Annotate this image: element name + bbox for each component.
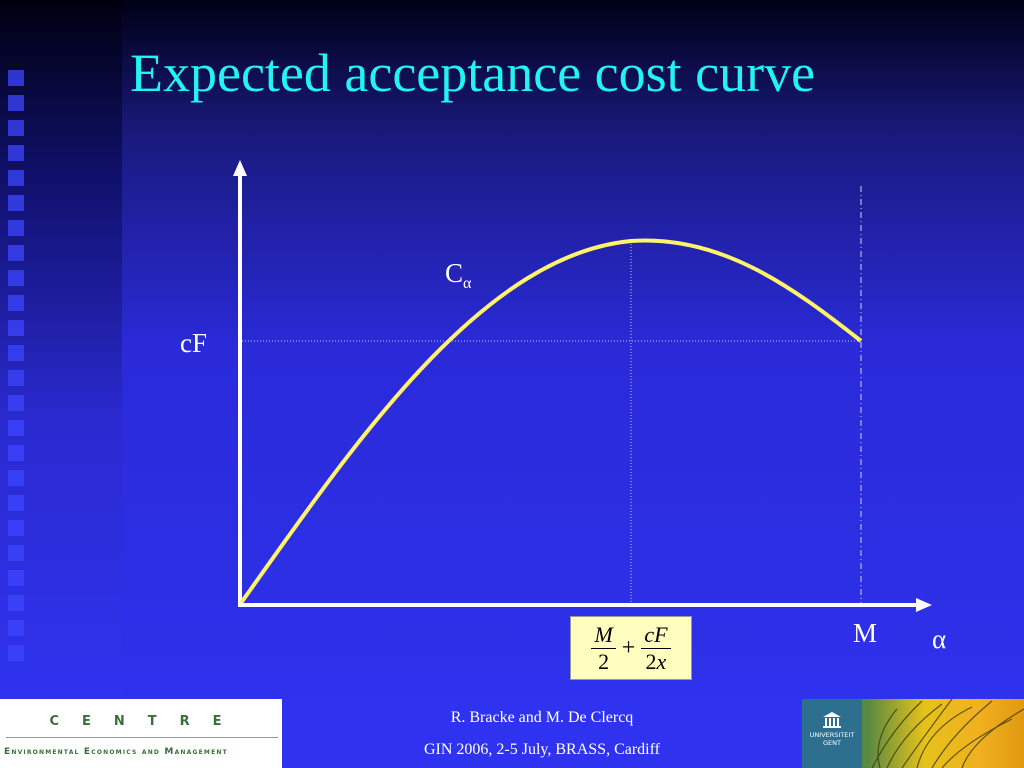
peak-formula-box: M 2 + cF 2x — [570, 616, 692, 680]
fraction-2-denominator: 2x — [646, 649, 667, 675]
x-axis-arrowhead — [916, 598, 932, 612]
curve-label: Cα — [445, 258, 472, 292]
centre-logo-divider — [6, 737, 278, 738]
alpha-axis-label: α — [932, 624, 947, 654]
footer-authors: R. Bracke and M. De Clercq — [450, 709, 634, 726]
m-label: M — [853, 618, 878, 648]
ugent-logo: UNIVERSITEIT GENT — [802, 699, 862, 768]
footer-image: UNIVERSITEIT GENT — [802, 699, 1024, 768]
footer: CENTRE Environmental Economics and Manag… — [0, 699, 1024, 768]
fraction-1-denominator: 2 — [598, 648, 610, 674]
plus-sign: + — [621, 634, 636, 661]
fraction-2-denominator-var: x — [656, 648, 667, 674]
fraction-2-denominator-coef: 2 — [645, 648, 657, 674]
cf-label: cF — [180, 328, 207, 358]
slide-title: Expected acceptance cost curve — [130, 43, 816, 103]
curve-label-main: C — [445, 258, 464, 288]
centre-logo-word: CENTRE — [49, 714, 245, 729]
centre-logo-subtitle: Environmental Economics and Management — [4, 747, 228, 757]
fraction-m-over-2: M 2 — [591, 622, 616, 675]
centre-logo: CENTRE Environmental Economics and Manag… — [0, 699, 282, 768]
fraction-1-numerator: M — [591, 622, 616, 649]
curve-label-subscript: α — [463, 275, 472, 292]
fraction-2-numerator: cF — [641, 622, 671, 649]
fraction-cf-over-2x: cF 2x — [641, 622, 671, 675]
cost-curve-graph — [233, 160, 932, 612]
ugent-logo-line2: GENT — [823, 739, 841, 747]
footer-credits: R. Bracke and M. De Clercq GIN 2006, 2-5… — [282, 699, 802, 768]
footer-event: GIN 2006, 2-5 July, BRASS, Cardiff — [423, 741, 660, 758]
decorative-squares — [8, 70, 26, 670]
y-axis-arrowhead — [233, 160, 247, 176]
ugent-logo-line1: UNIVERSITEIT — [809, 731, 855, 739]
left-decorative-strip — [0, 0, 122, 700]
cost-curve — [239, 238, 863, 605]
university-building-icon — [823, 712, 841, 728]
grass-decoration — [871, 699, 1024, 768]
